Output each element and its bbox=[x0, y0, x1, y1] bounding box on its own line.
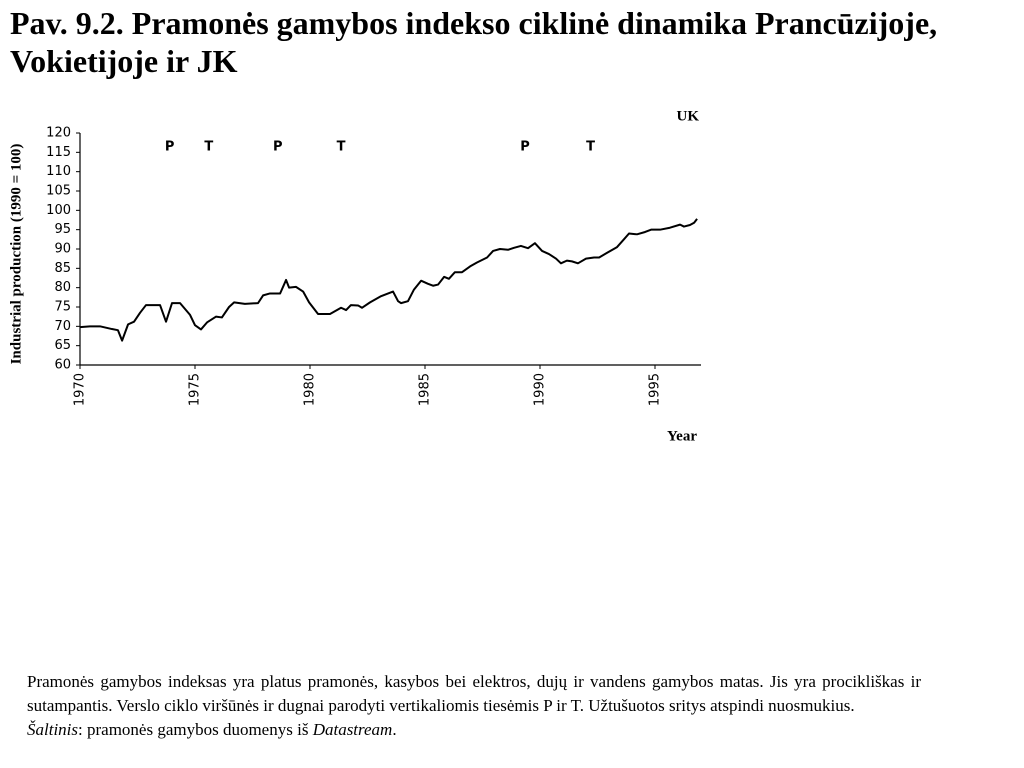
cycle-marker: T bbox=[204, 140, 213, 155]
y-tick-label: 120 bbox=[46, 126, 71, 141]
y-tick-label: 80 bbox=[54, 280, 71, 295]
y-tick-label: 65 bbox=[54, 338, 71, 353]
source-label: Šaltinis bbox=[27, 720, 79, 739]
y-tick-label: 75 bbox=[54, 300, 71, 315]
chart: Industrial production (1990 = 100) Year … bbox=[8, 108, 701, 444]
data-line bbox=[79, 218, 698, 342]
cycle-marker: P bbox=[165, 140, 175, 155]
y-tick-label: 70 bbox=[54, 319, 71, 334]
chart-title: Pav. 9.2. Pramonės gamybos indekso cikli… bbox=[10, 5, 938, 79]
y-tick-label: 110 bbox=[46, 164, 71, 179]
y-axis-label: Industrial production (1990 = 100) bbox=[8, 144, 24, 365]
x-tick-label: 1975 bbox=[188, 373, 203, 406]
cycle-marker: P bbox=[273, 140, 283, 155]
y-tick-label: 85 bbox=[54, 261, 71, 276]
source-end: . bbox=[392, 720, 397, 739]
x-tick-label: 1980 bbox=[303, 373, 318, 406]
caption: Pramonės gamybos indeksas yra platus pra… bbox=[27, 670, 921, 742]
cycle-marker: T bbox=[337, 140, 346, 155]
x-tick-label: 1990 bbox=[533, 373, 548, 406]
x-axis-label: Year bbox=[667, 428, 697, 444]
cycle-marker: P bbox=[520, 140, 530, 155]
y-tick-label: 60 bbox=[54, 358, 71, 373]
y-tick-label: 90 bbox=[54, 242, 71, 257]
y-tick-label: 115 bbox=[46, 145, 71, 160]
y-tick-label: 100 bbox=[46, 203, 71, 218]
x-tick-label: 1995 bbox=[648, 373, 663, 406]
series-label: UK bbox=[677, 108, 700, 124]
caption-text: Pramonės gamybos indeksas yra platus pra… bbox=[27, 672, 921, 715]
source-name: Datastream bbox=[312, 720, 393, 739]
x-tick-label: 1970 bbox=[73, 373, 88, 406]
y-tick-label: 105 bbox=[46, 184, 71, 199]
source: Šaltinis: pramonės gamybos duomenys iš D… bbox=[27, 718, 921, 742]
x-tick-label: 1985 bbox=[418, 373, 433, 406]
source-text: : pramonės gamybos duomenys iš bbox=[78, 720, 313, 739]
cycle-marker: T bbox=[586, 140, 595, 155]
y-tick-label: 95 bbox=[54, 222, 71, 237]
